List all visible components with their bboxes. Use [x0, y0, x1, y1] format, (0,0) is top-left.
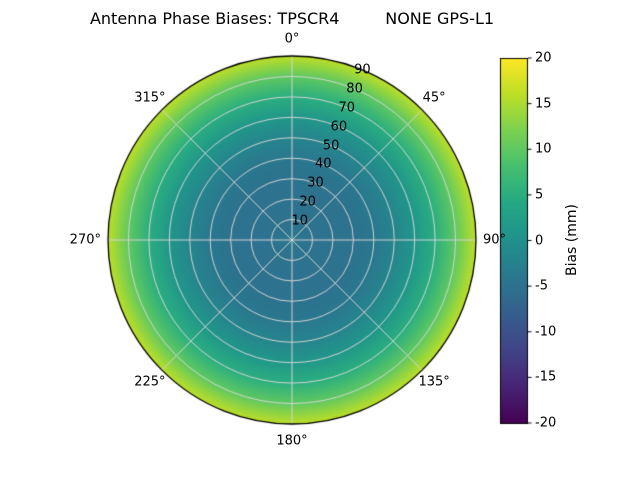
theta-tick-label: 45° [422, 90, 446, 106]
colorbar-tick-label: 15 [535, 96, 552, 112]
radial-tick-label: 60 [330, 119, 348, 135]
colorbar-tick-label: -20 [535, 415, 557, 431]
theta-tick-label: 0° [284, 31, 300, 47]
radial-tick-label: 10 [291, 213, 309, 229]
colorbar-tick-label: 10 [535, 141, 552, 157]
colorbar-tick-label: 20 [535, 50, 552, 66]
colorbar-tick-label: 0 [535, 233, 544, 248]
theta-tick-label: 90° [483, 232, 507, 248]
theta-tick-label: 270° [69, 232, 101, 248]
radial-tick-label: 40 [315, 156, 332, 172]
radial-tick-label: 20 [299, 194, 316, 210]
colorbar-tick-label: -5 [535, 278, 548, 294]
colorbar-tick-label: -15 [535, 369, 557, 385]
radial-tick-label: 30 [307, 175, 324, 191]
theta-tick-label: 135° [418, 374, 450, 390]
theta-tick-label: 180° [276, 433, 308, 449]
colorbar-tick-label: -10 [535, 324, 557, 340]
colorbar-axis-label: Bias (mm) [564, 203, 580, 277]
radial-tick-label: 70 [338, 100, 356, 116]
radial-tick-label: 90 [354, 62, 371, 78]
radial-tick-label: 50 [322, 138, 340, 154]
radial-tick-label: 80 [346, 81, 363, 97]
theta-tick-label: 315° [134, 90, 166, 106]
colorbar-tick-label: 5 [535, 187, 544, 203]
theta-tick-label: 225° [134, 374, 166, 390]
chart-title: Antenna Phase Biases: TPSCR4 NONE GPS-L1 [89, 9, 495, 28]
